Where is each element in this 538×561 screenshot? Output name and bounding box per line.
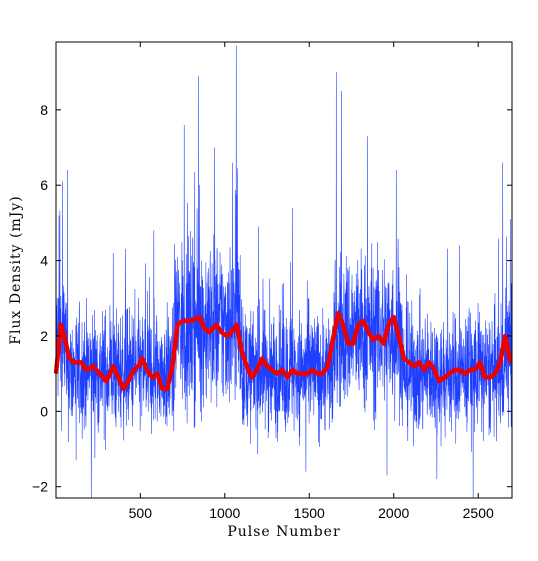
series-single-pulse-line [55, 45, 513, 499]
x-tick-label: 1500 [294, 505, 325, 521]
y-tick-label: −2 [32, 479, 48, 495]
axis-ticks: 500 1000 1500 2000 2500 −2 0 2 4 6 8 [32, 42, 512, 521]
series-running-mean-line [53, 311, 513, 391]
y-tick-label: 4 [40, 253, 48, 269]
y-axis-title: Flux Density (mJy) [8, 195, 24, 344]
x-tick-label: 2500 [463, 505, 494, 521]
y-tick-label: 6 [40, 177, 48, 193]
y-tick-label: 8 [40, 102, 48, 118]
plot-area [55, 45, 513, 499]
y-tick-label: 0 [40, 403, 48, 419]
x-axis-title: Pulse Number [227, 524, 340, 540]
running-mean-layer [53, 311, 513, 391]
x-tick-label: 500 [129, 505, 153, 521]
plot-frame [55, 41, 513, 499]
y-tick-label: 2 [40, 328, 48, 344]
x-tick-label: 1000 [209, 505, 240, 521]
x-tick-label: 2000 [378, 505, 409, 521]
